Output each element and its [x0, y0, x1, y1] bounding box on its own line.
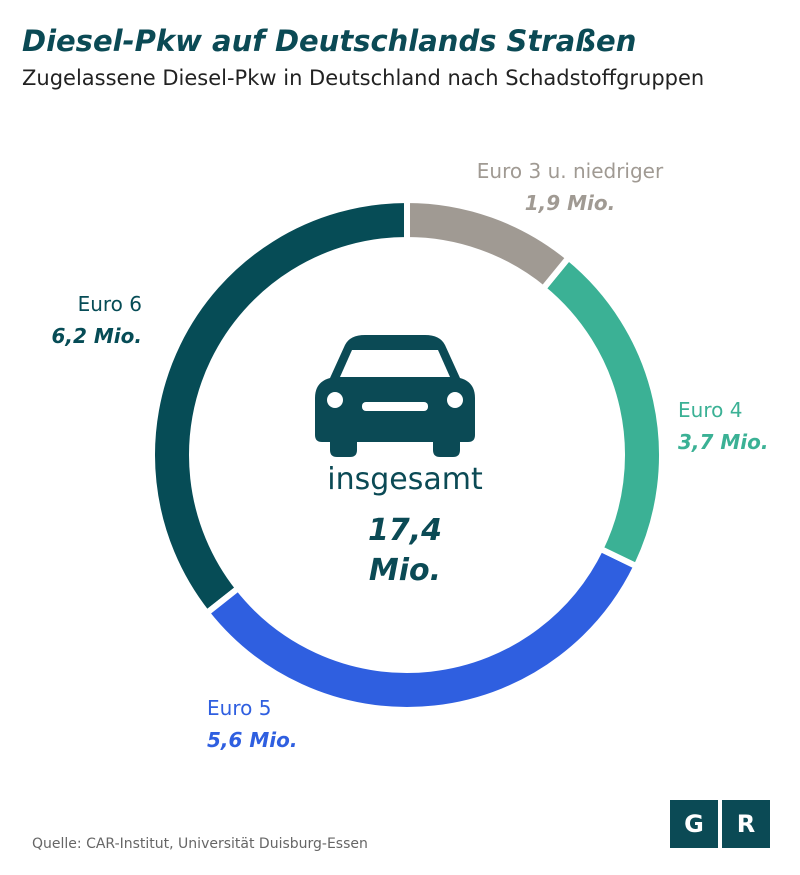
value-label: 1,9 Mio.	[524, 191, 616, 215]
logo: G	[670, 800, 718, 848]
center-label: insgesamt	[327, 462, 483, 497]
source: Quelle: CAR-Institut, Universität Duisbu…	[32, 836, 368, 852]
value-label: 6,2 Mio.	[51, 324, 143, 348]
category-label: Euro 6	[77, 292, 142, 316]
logo: R	[722, 800, 770, 848]
center: insgesamt 17,4 Mio.	[300, 462, 510, 591]
value-label: 5,6 Mio.	[207, 728, 298, 752]
category-label: Euro 4	[678, 398, 743, 422]
value-label: 3,7 Mio.	[678, 430, 769, 454]
total: 17,4 Mio.	[367, 513, 443, 588]
segment-label: Euro 3 u. niedriger 1,9 Mio.	[430, 155, 710, 219]
segment-label: Euro 6 6,2 Mio.	[0, 288, 143, 352]
chart-title: Diesel-Pkw auf Deutschlands Straßen	[22, 24, 637, 58]
segment-label: Euro 4 3,7 Mio.	[678, 394, 788, 458]
segment-label: Euro 5 5,6 Mio.	[207, 692, 407, 756]
category-label: Euro 3 u. niedriger	[476, 159, 664, 183]
donut-segment	[538, 253, 665, 571]
chart-subtitle: Zugelassene Diesel-Pkw in Deutschland na…	[22, 66, 705, 90]
donut-segment	[404, 196, 573, 293]
car-icon	[315, 335, 475, 457]
category-label: Euro 5	[207, 696, 272, 720]
donut-segment	[202, 544, 641, 713]
